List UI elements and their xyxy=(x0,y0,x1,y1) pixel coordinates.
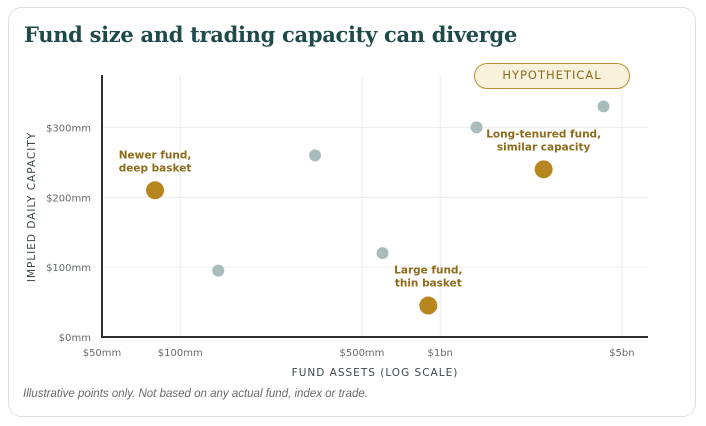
tick-labels: $50mm $100mm $500mm $1bn $5bn $0mm $100mm $200m… xyxy=(46,123,635,359)
y-axis-label: IMPLIED DAILY CAPACITY xyxy=(26,132,38,282)
x-tick-label-1: $100mm xyxy=(158,348,203,359)
data-points xyxy=(146,100,610,315)
chart-title: Fund size and trading capacity can diver… xyxy=(24,22,518,47)
point-annotation-4-0: Large fund, xyxy=(394,265,462,277)
highlight-point-0 xyxy=(146,181,165,200)
highlight-point-6 xyxy=(534,160,553,179)
y-tick-label-3: $300mm xyxy=(46,123,91,134)
x-axis-label: FUND ASSETS (LOG SCALE) xyxy=(292,367,459,379)
x-tick-label-0: $50mm xyxy=(83,348,122,359)
y-tick-label-0: $0mm xyxy=(59,333,91,344)
point-annotation-6-1: similar capacity xyxy=(497,141,591,153)
x-tick-label-4: $5bn xyxy=(609,348,634,359)
x-tick-label-2: $500mm xyxy=(339,348,384,359)
highlight-point-4 xyxy=(419,296,438,315)
point-annotation-4-1: thin basket xyxy=(395,278,462,290)
annotations: Newer fund,deep basket Large fund,thin ba… xyxy=(119,128,601,289)
point-annotation-0-1: deep basket xyxy=(119,162,192,174)
x-tick-label-3: $1bn xyxy=(427,348,452,359)
data-point-1 xyxy=(212,264,225,277)
data-point-3 xyxy=(376,247,389,260)
footnote: Illustrative points only. Not based on a… xyxy=(23,388,368,400)
y-tick-label-2: $200mm xyxy=(46,193,91,204)
data-point-2 xyxy=(309,149,322,162)
point-annotation-0-0: Newer fund, xyxy=(119,149,192,161)
data-point-5 xyxy=(470,121,483,134)
data-point-7 xyxy=(597,100,610,113)
axes xyxy=(101,75,648,338)
point-annotation-6-0: Long-tenured fund, xyxy=(486,128,601,140)
y-tick-label-1: $100mm xyxy=(46,263,91,274)
grid-lines xyxy=(102,75,648,337)
hypothetical-badge: HYPOTHETICAL xyxy=(474,63,630,89)
